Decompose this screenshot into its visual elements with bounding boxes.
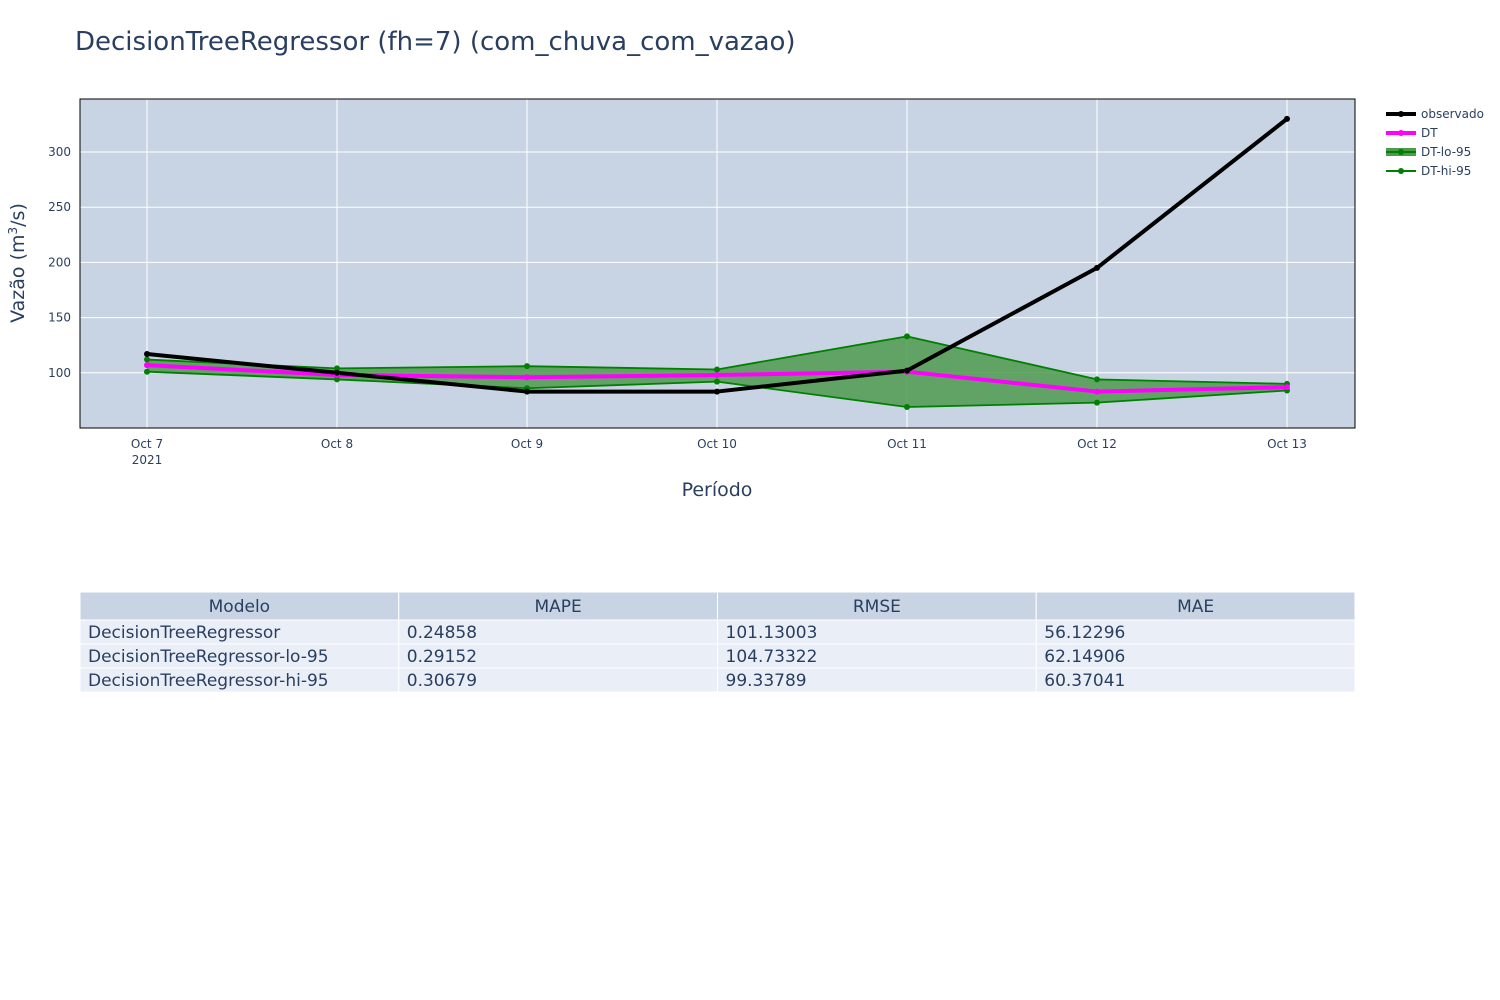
point-observado [334, 369, 340, 376]
point-observado [1094, 264, 1100, 271]
point-observado [904, 367, 910, 374]
point-DT [1284, 384, 1290, 391]
x-tick-label: Oct 8 [321, 437, 353, 451]
table-header-label: RMSE [853, 597, 901, 617]
legend-label: DT-lo-95 [1421, 145, 1471, 159]
y-axis-title-sup: 3 [6, 227, 20, 235]
legend-swatch-marker [1398, 149, 1404, 155]
point-DT-hi-95 [1094, 376, 1100, 383]
table-cell [79, 667, 400, 693]
plot-frame [79, 98, 1356, 429]
legend-swatch-marker [1398, 168, 1404, 174]
y-tick-label: 250 [48, 200, 71, 214]
chart-title: DecisionTreeRegressor (fh=7) (com_chuva_… [75, 27, 796, 57]
x-tick-label: Oct 10 [697, 437, 737, 451]
table-cell-value: 56.12296 [1044, 623, 1125, 643]
x-tick-labels: Oct 7 Oct 8 Oct 9 Oct 10 Oct 11 Oct 12 Oct 13 2… [131, 437, 1307, 467]
point-observado [714, 388, 720, 395]
table-cell [398, 619, 718, 645]
point-DT-lo-95 [144, 368, 150, 375]
table-cell [1035, 667, 1356, 693]
point-DT [1094, 388, 1100, 395]
series-points [144, 115, 1290, 411]
y-tick-label: 200 [48, 255, 71, 269]
y-axis-title-tail: /s) [7, 203, 29, 227]
x-tick-label: Oct 13 [1267, 437, 1307, 451]
y-axis-title-main: Vazão (m [7, 234, 29, 322]
y-axis-title: Vazão (m3/s) [6, 203, 29, 323]
table-cell-value: 0.24858 [407, 623, 477, 643]
legend-swatch-marker [1398, 130, 1404, 136]
table-cell-value: 101.13003 [726, 623, 818, 643]
table-cell-value: 60.37041 [1044, 671, 1125, 691]
x-axis-title: Período [682, 479, 753, 501]
table-header-label: MAE [1177, 597, 1214, 617]
table-cell-value: 99.33789 [726, 671, 807, 691]
point-DT-hi-95 [524, 363, 530, 370]
x-tick-label: Oct 9 [511, 437, 543, 451]
table-cell-value: 0.30679 [407, 671, 477, 691]
point-observado [144, 351, 150, 358]
legend-item-DT[interactable]: DT [1386, 126, 1438, 140]
table-cell [1035, 643, 1356, 669]
point-DT-hi-95 [144, 356, 150, 363]
point-DT [714, 372, 720, 379]
legend-swatch-marker [1398, 111, 1404, 117]
point-observado [524, 388, 530, 395]
legend-label: DT-hi-95 [1421, 164, 1471, 178]
point-DT-lo-95 [714, 378, 720, 385]
table-header-label: Modelo [209, 597, 270, 617]
point-DT [524, 374, 530, 381]
y-tick-labels: 100 150 200 250 300 [48, 145, 71, 380]
point-observado [1284, 115, 1290, 122]
point-DT-hi-95 [714, 366, 720, 373]
table-cell-value: 104.73322 [726, 647, 818, 667]
y-tick-label: 300 [48, 145, 71, 159]
legend-label: DT [1421, 126, 1438, 140]
x-tick-label: Oct 7 [131, 437, 163, 451]
point-DT-lo-95 [334, 376, 340, 383]
table-header-cell [1035, 591, 1356, 621]
legend[interactable]: observado DT DT-lo-95 DT-hi-95 [1386, 107, 1484, 178]
table-header-cell [398, 591, 718, 621]
legend-item-DT-hi-95[interactable]: DT-hi-95 [1386, 164, 1471, 178]
table-cell-value: DecisionTreeRegressor-hi-95 [88, 671, 329, 691]
table-cell-value: 62.14906 [1044, 647, 1125, 667]
table-header-cell [79, 591, 400, 621]
point-DT-lo-95 [904, 404, 910, 411]
point-DT-hi-95 [334, 365, 340, 372]
point-DT [144, 362, 150, 369]
x-tick-label: Oct 11 [887, 437, 927, 451]
table-cell-value: 0.29152 [407, 647, 477, 667]
point-DT-lo-95 [1094, 399, 1100, 406]
legend-item-DT-lo-95[interactable]: DT-lo-95 [1386, 145, 1471, 159]
x-year-label: 2021 [132, 453, 163, 467]
point-DT-hi-95 [904, 333, 910, 340]
table-cell-value: DecisionTreeRegressor-lo-95 [88, 647, 329, 667]
legend-label: observado [1421, 107, 1484, 121]
table-cell [1035, 619, 1356, 645]
table-cell-value: DecisionTreeRegressor [88, 623, 280, 643]
legend-item-observado[interactable]: observado [1386, 107, 1484, 121]
y-tick-label: 150 [48, 311, 71, 325]
x-tick-label: Oct 12 [1077, 437, 1117, 451]
metrics-table: Modelo MAPE RMSE MAE DecisionTreeRegressor 0.… [79, 591, 1356, 693]
table-header-label: MAPE [534, 597, 581, 617]
table-cell [398, 667, 718, 693]
table-cell [717, 667, 1037, 693]
y-tick-label: 100 [48, 366, 71, 380]
